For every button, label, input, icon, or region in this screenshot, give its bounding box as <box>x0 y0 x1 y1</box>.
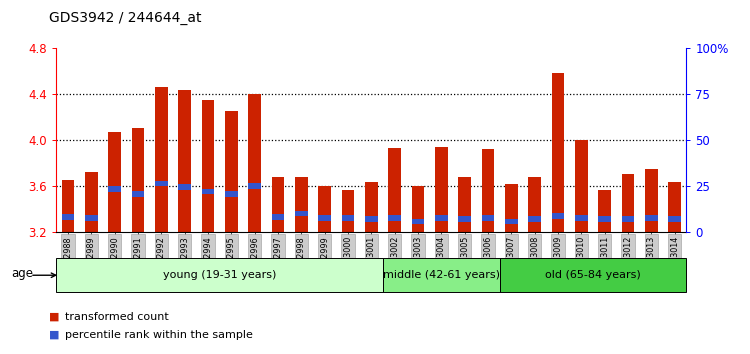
Bar <box>341 190 354 232</box>
Bar <box>458 216 471 222</box>
Bar <box>574 140 588 232</box>
Bar <box>482 149 494 232</box>
Bar <box>178 184 191 190</box>
Bar <box>178 90 191 232</box>
Bar <box>528 177 541 232</box>
Bar <box>412 186 424 232</box>
Bar <box>528 216 541 222</box>
Bar <box>154 181 168 187</box>
Bar <box>598 216 611 222</box>
Bar <box>62 214 74 220</box>
Bar <box>598 190 611 232</box>
Bar <box>131 128 144 232</box>
Bar <box>202 189 214 194</box>
Text: transformed count: transformed count <box>65 312 169 322</box>
Bar <box>388 148 401 232</box>
Text: GDS3942 / 244644_at: GDS3942 / 244644_at <box>49 11 201 25</box>
Text: ■: ■ <box>49 330 59 339</box>
Bar <box>295 211 307 216</box>
Bar <box>645 215 658 221</box>
Bar <box>202 99 214 232</box>
Text: young (19-31 years): young (19-31 years) <box>163 270 276 280</box>
Bar <box>85 172 98 232</box>
Bar <box>131 191 144 197</box>
Text: ■: ■ <box>49 312 59 322</box>
Bar <box>318 215 331 221</box>
Bar <box>435 147 448 232</box>
Bar <box>668 182 681 232</box>
Bar <box>622 174 634 232</box>
Bar <box>62 180 74 232</box>
Bar <box>56 258 383 292</box>
Bar <box>668 216 681 222</box>
Bar <box>500 258 686 292</box>
Bar <box>248 94 261 232</box>
Bar <box>85 215 98 221</box>
Bar <box>108 132 121 232</box>
Bar <box>272 177 284 232</box>
Bar <box>364 216 378 222</box>
Bar <box>248 183 261 189</box>
Bar <box>383 258 500 292</box>
Bar <box>225 191 238 197</box>
Bar <box>225 111 238 232</box>
Bar <box>412 219 424 224</box>
Bar <box>482 215 494 221</box>
Bar <box>645 169 658 232</box>
Bar <box>505 183 518 232</box>
Bar <box>364 182 378 232</box>
Bar <box>341 215 354 221</box>
Bar <box>551 213 564 219</box>
Text: percentile rank within the sample: percentile rank within the sample <box>65 330 253 339</box>
Bar <box>505 219 518 224</box>
Bar <box>108 187 121 192</box>
Bar <box>435 215 448 221</box>
Bar <box>272 214 284 220</box>
Bar <box>574 215 588 221</box>
Bar <box>295 177 307 232</box>
Text: old (65-84 years): old (65-84 years) <box>545 270 640 280</box>
Bar <box>154 87 168 232</box>
Text: age: age <box>11 267 33 280</box>
Bar <box>458 177 471 232</box>
Bar <box>551 73 564 232</box>
Bar <box>318 186 331 232</box>
Bar <box>388 215 401 221</box>
Text: middle (42-61 years): middle (42-61 years) <box>382 270 500 280</box>
Bar <box>622 216 634 222</box>
